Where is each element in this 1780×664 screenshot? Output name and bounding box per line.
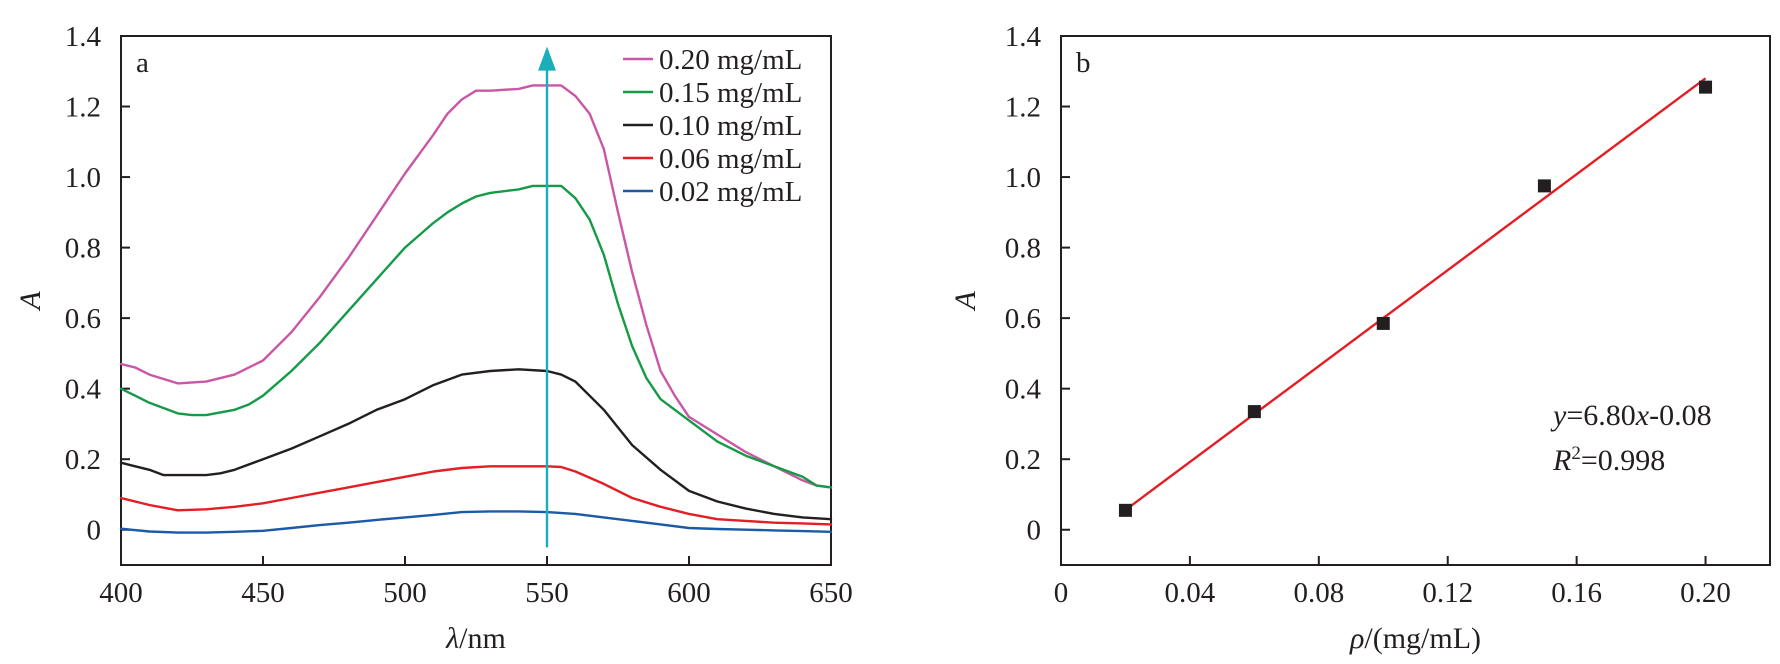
data-point [1537,179,1551,193]
fit-r-value: =0.998 [1581,444,1665,477]
legend-entry: 0.15 mg/mL [659,77,802,109]
panel-b-y-axis-label: A [949,291,982,312]
panel-a-y-tick-label: 1.2 [65,92,101,124]
panel-b-frame [1060,35,1771,566]
fit-equation-tail: -0.08 [1649,399,1712,432]
fit-equation-y: y [1550,399,1567,432]
fit-equation-x: x [1635,399,1650,432]
fit-equation: y=6.80x-0.08 [1550,399,1712,432]
panel-b-y-tick-label: 1.2 [1005,92,1041,124]
panel-b-y-tick-label: 0.6 [1005,303,1041,335]
panel-b-x-axis-variable: ρ [1349,622,1364,655]
panel-b-y-tick-label: 0.4 [1005,374,1042,406]
panel-b-x-axis-unit: /(mg/mL) [1364,622,1481,655]
panel-b-x-tick-label: 0.16 [1551,577,1602,609]
panel-a-x-axis-unit: /nm [459,622,506,655]
panel-b-y-tick-label: 1.0 [1005,162,1041,194]
panel-b-y-tick-label: 0 [1027,515,1042,547]
series-line-020 [119,84,833,489]
fit-r-var: R [1552,444,1571,477]
panel-a-frame [120,35,832,566]
data-point [1247,405,1261,419]
panel-b-y-tick-label: 0.2 [1005,444,1041,476]
panel-a-x-tick-label: 650 [809,577,853,609]
panel-b-label: b [1076,47,1091,79]
legend-entry: 0.02 mg/mL [659,176,802,208]
data-point [1376,316,1390,330]
trend-arrow-head [538,46,556,71]
series-line-002 [119,510,833,534]
panel-a-y-tick-label: 0 [87,515,102,547]
legend-entry: 0.20 mg/mL [659,44,802,76]
panel-a-label: a [136,47,149,79]
panel-b-x-tick-label: 0.12 [1422,577,1473,609]
panel-b-x-tick-label: 0 [1054,577,1069,609]
series-line-010 [119,368,833,521]
panel-a-y-tick-label: 0.2 [65,444,101,476]
series-line-015 [119,184,833,489]
panel-b-y-tick-label: 0.8 [1005,233,1041,265]
panel-a: 400 450 500 550 600 650 0 0.2 0.4 0.6 0.8 1.0 1.2 1.4… [14,21,853,655]
data-point [1118,503,1132,517]
panel-a-x-axis-label: λ/nm [445,622,506,655]
panel-a-x-tick-label: 500 [383,577,427,609]
series-line-006 [119,465,833,526]
panel-a-y-tick-label: 1.4 [65,21,102,53]
panel-a-y-tick-label: 0.8 [65,233,101,265]
panel-b-x-axis-label: ρ/(mg/mL) [1349,622,1481,655]
fit-line [1124,77,1707,511]
fit-equation-mid: =6.80 [1566,399,1635,432]
fit-r-squared: R2=0.998 [1552,443,1665,477]
panel-a-x-axis-variable: λ [445,622,459,655]
panel-a-x-tick-label: 600 [667,577,711,609]
panel-a-y-axis-label: A [14,291,47,312]
panel-b-x-tick-label: 0.08 [1293,577,1344,609]
panel-a-y-tick-label: 0.6 [65,303,101,335]
panel-b: 0 0.04 0.08 0.12 0.16 0.20 0 0.2 0.4 0.6 0.8 1.0 1.2… [949,21,1771,655]
panel-b-x-tick-label: 0.20 [1680,577,1731,609]
panel-a-y-tick-label: 0.4 [65,374,102,406]
panel-a-x-tick-label: 450 [241,577,285,609]
panel-a-y-tick-label: 1.0 [65,162,101,194]
panel-a-x-tick-label: 400 [99,577,143,609]
legend-entry: 0.06 mg/mL [659,143,802,175]
fit-r-sup: 2 [1571,443,1581,464]
panel-b-x-tick-label: 0.04 [1165,577,1216,609]
panel-a-x-tick-label: 550 [525,577,569,609]
legend-entry: 0.10 mg/mL [659,110,802,142]
data-point [1699,80,1713,94]
panel-b-y-tick-label: 1.4 [1005,21,1042,53]
